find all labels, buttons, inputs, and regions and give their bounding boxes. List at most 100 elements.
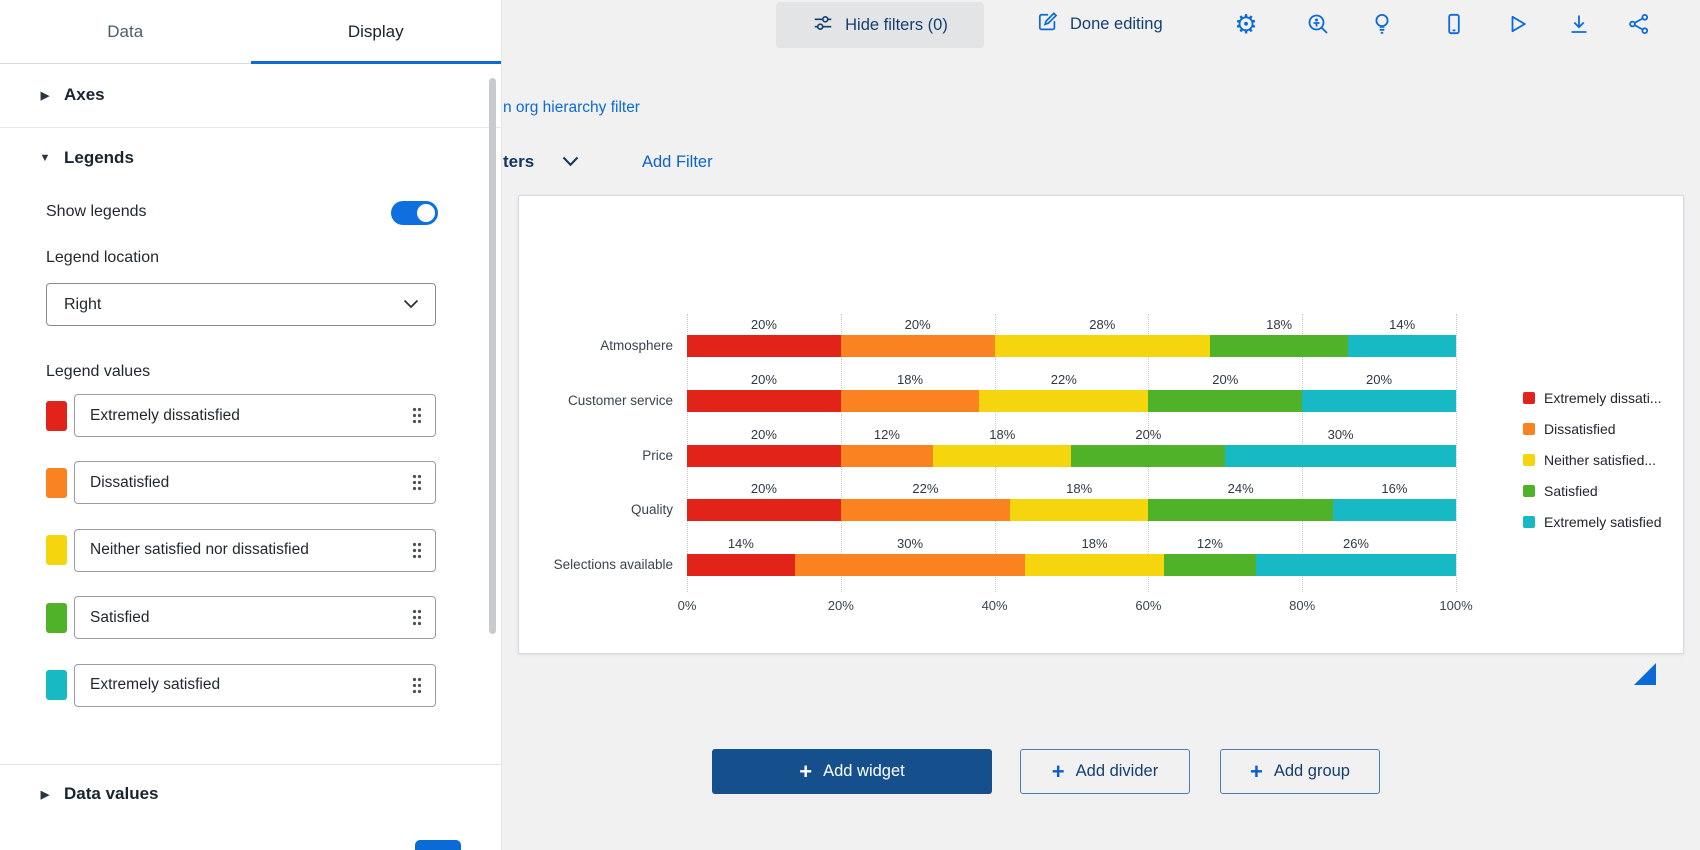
panel-footer-button-partial[interactable] <box>415 840 461 850</box>
bar-segment[interactable] <box>1302 389 1456 412</box>
bar-segment[interactable] <box>687 335 841 357</box>
legend-value-label: Dissatisfied <box>90 473 170 491</box>
chart-legend-item[interactable]: Satisfied <box>1523 480 1661 502</box>
bar-value-label: 20% <box>750 426 777 442</box>
legend-value-item[interactable]: Satisfied <box>74 596 436 640</box>
chart-legend-item[interactable]: Dissatisfied <box>1523 418 1661 440</box>
done-editing-button[interactable]: Done editing <box>1036 0 1163 48</box>
x-axis-tick-label: 60% <box>1135 598 1162 613</box>
chart-legend-item[interactable]: Extremely satisfied <box>1523 511 1661 533</box>
legend-value-item[interactable]: Extremely dissatisfied <box>74 394 436 437</box>
drag-handle-icon[interactable] <box>412 474 422 491</box>
settings-gear-icon[interactable]: ⚙ <box>1234 9 1258 39</box>
play-preview-icon[interactable] <box>1504 11 1530 37</box>
bar-segment-group: 20% <box>840 317 995 357</box>
bar-segment[interactable] <box>794 554 1026 577</box>
chart-legend-item[interactable]: Neither satisfied... <box>1523 449 1661 471</box>
bar-segment[interactable] <box>840 444 934 467</box>
widget-resize-handle[interactable] <box>1634 663 1656 685</box>
download-export-icon[interactable] <box>1566 11 1592 37</box>
section-legends[interactable]: ▼ Legends <box>39 147 134 169</box>
bar-segment[interactable] <box>687 444 841 467</box>
bar-value-label: 30% <box>1327 426 1354 442</box>
legend-value-color-swatch <box>46 535 67 566</box>
bar-segment[interactable] <box>1148 499 1333 522</box>
category-label: Atmosphere <box>600 338 673 353</box>
bar-segment-group: 14% <box>1348 317 1456 357</box>
bar-segment[interactable] <box>979 389 1149 412</box>
bar-stack: 14% 30% 18% 12% 26% <box>687 536 1456 577</box>
bar-segment[interactable] <box>933 444 1072 467</box>
bar-segment-group: 20% <box>687 317 841 357</box>
bar-segment[interactable] <box>1009 499 1149 522</box>
bar-segment[interactable] <box>687 499 841 522</box>
legend-value-item[interactable]: Neither satisfied nor dissatisfied <box>74 528 436 572</box>
ideas-bulb-icon[interactable] <box>1369 11 1395 37</box>
bar-value-label: 28% <box>1089 317 1116 332</box>
panel-scrollbar[interactable] <box>489 78 496 634</box>
drag-handle-icon[interactable] <box>412 407 422 424</box>
x-axis-tick-label: 100% <box>1439 598 1473 613</box>
edit-pencil-icon <box>1036 10 1059 38</box>
chart-legend-item[interactable]: Extremely dissati... <box>1523 387 1661 409</box>
bar-value-label: 18% <box>1081 536 1108 552</box>
bar-value-label: 12% <box>1196 536 1223 552</box>
bar-segment-group: 18% <box>1025 536 1164 577</box>
hide-filters-label: Hide filters (0) <box>845 15 948 34</box>
tab-display[interactable]: Display <box>250 0 502 64</box>
bar-segment[interactable] <box>687 554 795 577</box>
chevron-right-icon: ▶ <box>40 788 50 801</box>
bar-segment[interactable] <box>1225 444 1456 467</box>
legend-location-value: Right <box>64 295 102 313</box>
chart-widget[interactable]: Atmosphere 20% 20% 28% 18% 14% Customer servic… <box>518 195 1684 654</box>
bar-segment[interactable] <box>1348 335 1456 357</box>
bar-segment[interactable] <box>1332 499 1456 522</box>
drag-handle-icon[interactable] <box>412 609 422 626</box>
hide-filters-button[interactable]: Hide filters (0) <box>776 2 984 48</box>
bar-segment[interactable] <box>687 389 841 412</box>
category-label: Selections available <box>553 557 673 573</box>
legend-value-item[interactable]: Dissatisfied <box>74 461 436 505</box>
legend-value-label: Extremely satisfied <box>90 676 221 694</box>
show-legends-toggle[interactable] <box>391 201 438 225</box>
bar-segment[interactable] <box>1256 554 1456 577</box>
add-widget-button[interactable]: + Add widget <box>712 749 992 794</box>
bar-segment[interactable] <box>840 335 995 357</box>
filter-sliders-icon <box>812 12 834 39</box>
show-legends-label: Show legends <box>46 203 147 220</box>
bar-stack: 20% 20% 28% 18% 14% <box>687 317 1456 357</box>
add-group-button[interactable]: + Add group <box>1220 749 1380 794</box>
bar-segment-group: 20% <box>687 372 841 412</box>
org-hierarchy-filter-link[interactable]: n org hierarchy filter <box>503 99 640 116</box>
section-data-values[interactable]: ▶ Data values <box>39 783 159 805</box>
bar-segment[interactable] <box>994 335 1210 357</box>
chevron-down-icon <box>562 152 579 172</box>
bar-segment-group: 20% <box>687 481 841 522</box>
bar-segment[interactable] <box>1025 554 1164 577</box>
bar-segment[interactable] <box>1163 554 1257 577</box>
legend-value-color-swatch <box>46 400 67 431</box>
legend-value-label: Satisfied <box>90 608 150 626</box>
section-axes[interactable]: ▶ Axes <box>39 84 105 106</box>
filters-dropdown[interactable]: ters <box>503 152 579 172</box>
accessibility-zoom-icon[interactable] <box>1305 11 1331 37</box>
legend-location-select[interactable]: Right <box>46 283 436 326</box>
bar-segment[interactable] <box>1071 444 1226 467</box>
tab-data[interactable]: Data <box>107 21 144 41</box>
legend-value-color-swatch <box>46 602 67 633</box>
bar-segment[interactable] <box>1209 335 1349 357</box>
bar-segment[interactable] <box>840 389 980 412</box>
add-divider-button[interactable]: + Add divider <box>1020 749 1190 794</box>
legend-value-item[interactable]: Extremely satisfied <box>74 663 436 707</box>
drag-handle-icon[interactable] <box>412 542 422 559</box>
add-filter-button[interactable]: Add Filter <box>642 153 713 171</box>
chart-row: Quality 20% 22% 18% 24% 16% <box>519 481 1683 533</box>
legend-swatch <box>1523 392 1535 404</box>
bar-segment[interactable] <box>1148 389 1303 412</box>
bar-segment-group: 20% <box>1302 372 1456 412</box>
mobile-preview-icon[interactable] <box>1441 11 1467 37</box>
bar-segment[interactable] <box>840 499 1010 522</box>
legend-value-color-swatch <box>46 467 67 498</box>
drag-handle-icon[interactable] <box>412 677 422 694</box>
share-network-icon[interactable] <box>1626 11 1652 37</box>
